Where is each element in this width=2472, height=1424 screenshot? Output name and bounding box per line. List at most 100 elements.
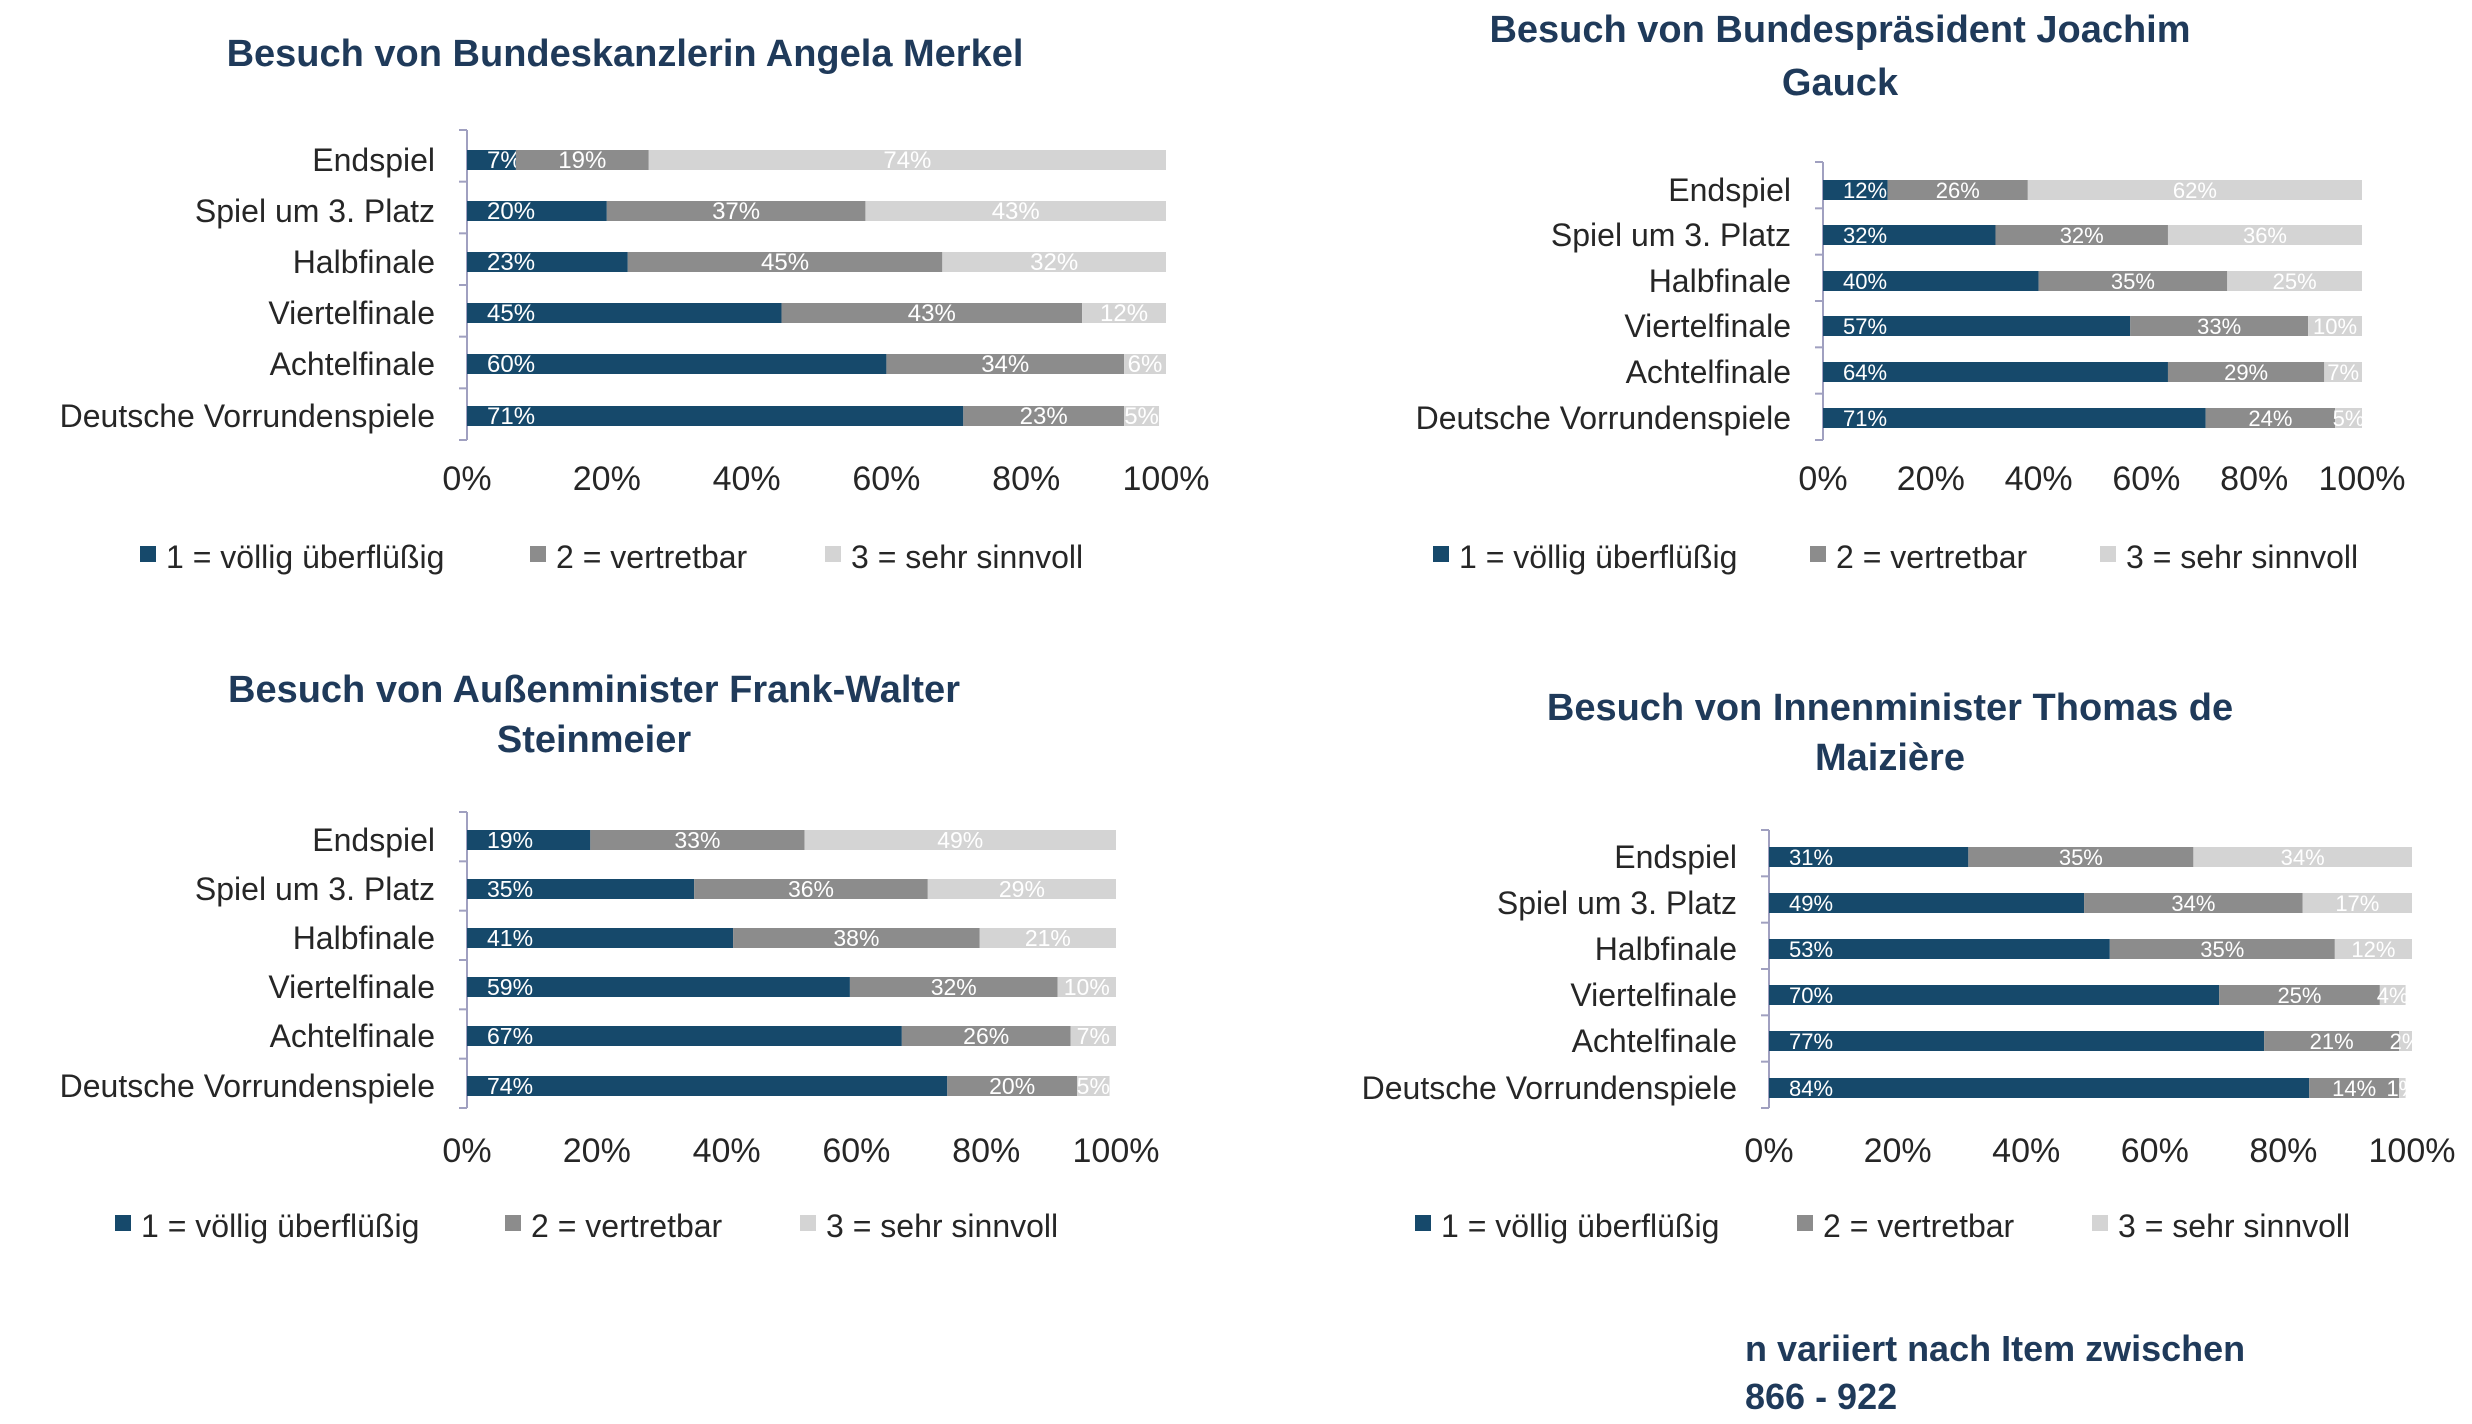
data-label: 84% — [1789, 1076, 1833, 1101]
legend-label: 1 = völlig überflüßig — [1459, 539, 1737, 575]
legend-label: 3 = sehr sinnvoll — [2118, 1208, 2350, 1244]
chart-title-line-1: Besuch von Außenminister Frank-Walter — [228, 669, 960, 711]
legend-swatch-series-2 — [530, 546, 546, 562]
category-label: Achtelfinale — [270, 346, 435, 382]
x-tick-label: 80% — [2249, 1132, 2317, 1170]
data-label: 49% — [937, 827, 983, 853]
bar-segment-series-2 — [849, 977, 1058, 997]
data-label: 33% — [2197, 314, 2241, 339]
x-tick-label: 0% — [1744, 1132, 1793, 1170]
bar-segment-series-2 — [733, 928, 980, 948]
bar-segment-series-2 — [2084, 893, 2303, 913]
bar-segment-series-2 — [2309, 1078, 2400, 1098]
bar-segment-series-3 — [2193, 847, 2412, 867]
data-label: 40% — [1843, 269, 1887, 294]
category-label: Viertelfinale — [1624, 308, 1791, 344]
legend-label: 1 = völlig überflüßig — [1441, 1208, 1719, 1244]
bar-segment-series-1 — [467, 252, 628, 272]
x-tick-label: 100% — [1073, 1132, 1160, 1170]
data-label: 36% — [2243, 223, 2287, 248]
x-tick-label: 80% — [992, 460, 1060, 498]
bar-segment-series-1 — [467, 201, 607, 221]
data-label: 21% — [2310, 1029, 2354, 1054]
data-label: 38% — [833, 925, 879, 951]
chart-title-line-2: Gauck — [1782, 62, 1899, 104]
legend-swatch-series-3 — [2100, 546, 2116, 562]
chart-title-line-1: Besuch von Bundeskanzlerin Angela Merkel — [227, 33, 1024, 75]
data-label: 71% — [487, 403, 535, 430]
data-label: 45% — [487, 300, 535, 327]
bar-segment-series-1 — [1769, 939, 2110, 959]
data-label: 20% — [487, 198, 535, 225]
bar-segment-series-2 — [886, 354, 1125, 374]
data-label: 25% — [2273, 269, 2317, 294]
data-label: 12% — [1843, 178, 1887, 203]
bar-segment-series-3 — [865, 201, 1166, 221]
bar-segment-series-2 — [1995, 225, 2168, 245]
legend-label: 2 = vertretbar — [1823, 1208, 2015, 1244]
x-tick-label: 60% — [852, 460, 920, 498]
data-label: 23% — [1020, 403, 1068, 430]
data-label: 49% — [1789, 891, 1833, 916]
bar-segment-series-2 — [590, 830, 805, 850]
data-label: 43% — [992, 198, 1040, 225]
category-label: Deutsche Vorrundenspiele — [1416, 400, 1791, 436]
bar-segment-series-1 — [1769, 1031, 2265, 1051]
bar-segment-series-2 — [606, 201, 866, 221]
data-label: 29% — [2224, 360, 2268, 385]
data-label: 14% — [2332, 1076, 2376, 1101]
x-tick-label: 20% — [573, 460, 641, 498]
legend-swatch-series-1 — [115, 1215, 131, 1231]
x-tick-label: 40% — [1992, 1132, 2060, 1170]
bar-segment-series-1 — [1823, 180, 1888, 200]
bar-segment-series-3 — [1124, 354, 1166, 374]
bar-segment-series-1 — [467, 977, 850, 997]
bar-segment-series-3 — [2399, 1031, 2412, 1051]
bar-segment-series-3 — [2334, 939, 2412, 959]
x-tick-label: 0% — [1798, 460, 1847, 498]
bar-segment-series-2 — [2130, 316, 2309, 336]
data-label: 57% — [1843, 314, 1887, 339]
bar-segment-series-3 — [2302, 893, 2412, 913]
bar-segment-series-3 — [1057, 977, 1116, 997]
category-label: Halbfinale — [293, 244, 435, 280]
legend-swatch-series-2 — [505, 1215, 521, 1231]
x-tick-label: 60% — [2121, 1132, 2189, 1170]
bar-segment-series-1 — [467, 354, 887, 374]
legend-swatch-series-3 — [2092, 1215, 2108, 1231]
chart-panel-3: Besuch von Außenminister Frank-Walter Ste… — [60, 669, 1160, 1244]
bar-segment-series-1 — [1823, 271, 2039, 291]
x-tick-label: 100% — [2369, 1132, 2456, 1170]
bar-segment-series-3 — [804, 830, 1116, 850]
category-label: Achtelfinale — [1572, 1023, 1737, 1059]
data-label: 4% — [2377, 983, 2409, 1008]
data-label: 59% — [487, 974, 533, 1000]
category-label: Spiel um 3. Platz — [1497, 885, 1737, 921]
legend-label: 3 = sehr sinnvoll — [826, 1208, 1058, 1244]
bar-segment-series-2 — [1968, 847, 2194, 867]
data-label: 32% — [2060, 223, 2104, 248]
data-label: 32% — [931, 974, 977, 1000]
category-label: Deutsche Vorrundenspiele — [60, 398, 435, 434]
data-label: 23% — [487, 249, 535, 276]
category-label: Endspiel — [1614, 839, 1737, 875]
bar-segment-series-3 — [979, 928, 1116, 948]
data-label: 5% — [1124, 403, 1159, 430]
category-label: Deutsche Vorrundenspiele — [1362, 1070, 1737, 1106]
data-label: 74% — [487, 1073, 533, 1099]
data-label: 74% — [883, 147, 931, 174]
category-label: Viertelfinale — [1570, 977, 1737, 1013]
data-label: 2% — [2390, 1029, 2422, 1054]
category-label: Spiel um 3. Platz — [195, 871, 435, 907]
bar-segment-series-1 — [1823, 316, 2131, 336]
bar-segment-series-3 — [1082, 303, 1166, 323]
data-label: 45% — [761, 249, 809, 276]
x-tick-label: 100% — [2319, 460, 2406, 498]
bar-segment-series-2 — [627, 252, 943, 272]
data-label: 1% — [2386, 1076, 2418, 1101]
bar-segment-series-3 — [927, 879, 1116, 899]
legend-swatch-series-2 — [1810, 546, 1826, 562]
data-label: 10% — [2313, 314, 2357, 339]
bar-segment-series-3 — [2379, 985, 2406, 1005]
data-label: 24% — [2248, 406, 2292, 431]
